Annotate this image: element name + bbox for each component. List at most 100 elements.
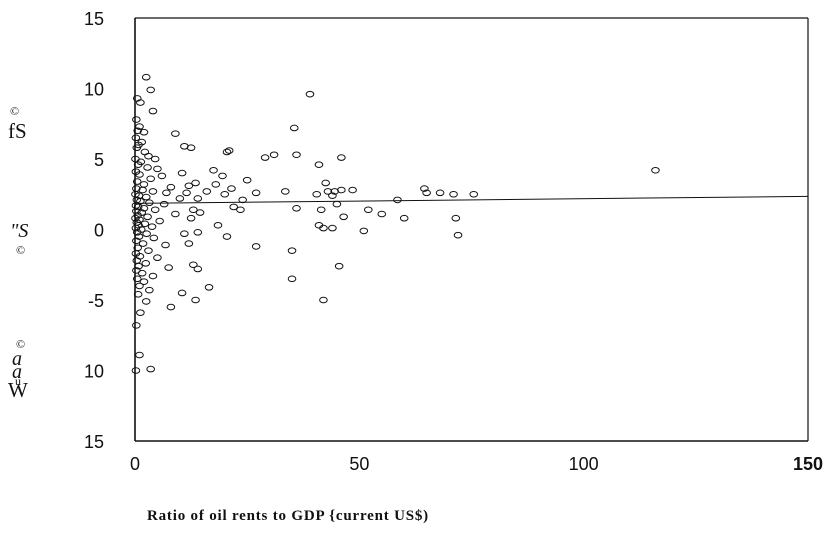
- data-point: [251, 189, 261, 197]
- data-point: [180, 230, 189, 238]
- data-point: [138, 240, 148, 247]
- data-point: [316, 206, 326, 214]
- data-point: [139, 181, 149, 188]
- x-tick-label: 0: [130, 454, 140, 474]
- data-point: [287, 275, 297, 283]
- data-point: [435, 189, 445, 197]
- data-point: [148, 188, 158, 195]
- data-point: [141, 298, 151, 305]
- y-tick-label: 0: [94, 221, 104, 241]
- y-label-fragment: ©: [16, 337, 25, 351]
- data-point: [132, 178, 142, 185]
- data-point: [319, 224, 328, 232]
- x-tick-label: 50: [349, 454, 369, 474]
- data-point: [323, 188, 333, 195]
- data-point: [150, 155, 160, 163]
- data-point: [146, 86, 156, 94]
- data-point: [186, 144, 196, 152]
- data-point: [141, 260, 151, 267]
- data-point: [202, 188, 212, 195]
- data-point: [132, 144, 142, 152]
- data-point: [159, 200, 169, 208]
- data-point: [145, 199, 154, 207]
- y-label-fragment: a: [12, 348, 22, 370]
- data-point: [191, 179, 200, 187]
- y-tick-label: 15: [84, 432, 104, 452]
- data-point: [144, 247, 153, 254]
- data-point: [292, 151, 301, 159]
- y-tick-label: 5: [94, 150, 104, 170]
- data-point: [143, 213, 152, 221]
- data-point: [161, 241, 170, 249]
- data-point: [133, 127, 142, 135]
- data-point: [153, 254, 162, 262]
- data-point: [337, 186, 346, 194]
- data-point: [213, 221, 223, 229]
- data-point: [166, 183, 176, 191]
- data-point: [135, 171, 144, 178]
- data-point: [314, 161, 324, 168]
- y-label-fragment: W: [8, 378, 28, 402]
- data-point: [134, 262, 143, 270]
- data-point: [153, 165, 162, 173]
- y-axis-label: © fS "S © © a a u W: [8, 104, 28, 402]
- data-point: [147, 223, 157, 230]
- data-point: [131, 134, 141, 142]
- fit-line: [134, 195, 809, 204]
- data-point: [177, 289, 187, 297]
- data-point: [193, 195, 203, 202]
- y-tick-label: -5: [88, 291, 104, 311]
- data-point: [251, 243, 261, 250]
- data-point: [175, 195, 185, 202]
- data-point: [140, 220, 150, 228]
- data-point: [135, 282, 144, 290]
- data-point: [364, 206, 373, 214]
- data-point: [162, 189, 171, 197]
- data-point: [399, 214, 409, 222]
- data-point: [222, 233, 232, 240]
- data-point: [171, 130, 180, 137]
- data-point: [377, 210, 387, 218]
- data-point: [328, 224, 337, 232]
- data-point: [449, 190, 458, 198]
- data-point: [136, 309, 145, 316]
- data-point: [348, 186, 357, 194]
- data-point: [139, 205, 149, 212]
- data-point: [359, 227, 369, 235]
- data-point: [144, 152, 153, 160]
- data-point: [332, 200, 342, 208]
- data-point: [133, 161, 143, 168]
- data-point: [242, 176, 252, 184]
- data-point: [184, 182, 194, 190]
- data-point: [131, 367, 141, 374]
- data-point: [157, 172, 167, 180]
- data-point: [651, 166, 660, 174]
- data-point: [229, 203, 239, 211]
- data-point: [135, 351, 144, 359]
- y-tick-label: 10: [84, 362, 104, 382]
- data-point: [191, 296, 200, 304]
- x-tick-label: 100: [569, 454, 599, 474]
- data-point: [138, 186, 147, 194]
- data-point: [132, 229, 142, 236]
- data-point: [289, 124, 299, 132]
- data-point: [146, 365, 156, 373]
- data-point: [132, 207, 141, 215]
- data-point: [132, 322, 141, 329]
- axes-frame: [134, 17, 809, 442]
- data-point: [150, 206, 160, 214]
- x-tick-label: 150: [793, 454, 823, 474]
- data-point: [133, 291, 143, 298]
- y-label-fragment: "S: [10, 220, 28, 242]
- data-point: [155, 217, 164, 225]
- data-point: [236, 206, 245, 214]
- data-point: [211, 181, 221, 188]
- data-points: [131, 73, 660, 374]
- y-label-fragment: u: [15, 374, 21, 388]
- data-point: [131, 224, 141, 232]
- y-tick-label: 15: [84, 9, 104, 29]
- data-point: [184, 240, 194, 247]
- data-point: [132, 275, 142, 283]
- data-point: [422, 189, 431, 197]
